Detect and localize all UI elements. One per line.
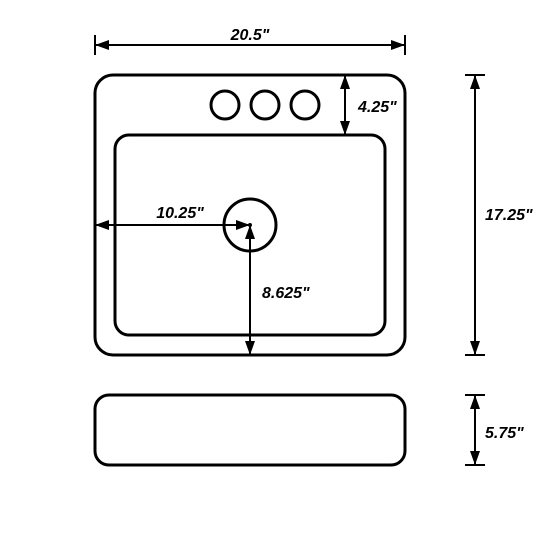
dim-drain-from-left: 10.25" [156,205,204,222]
faucet-hole [251,91,279,119]
dim-side-height: 5.75" [485,425,524,442]
dim-deck-depth: 4.25" [357,99,397,116]
sink-dimension-diagram: 20.5" 17.25" 5.75" 4.25" 10.25" 8.625" [0,0,550,550]
dim-width-overall: 20.5" [230,27,270,44]
faucet-hole [291,91,319,119]
dim-drain-from-bottom: 8.625" [262,285,310,302]
dim-height-overall: 17.25" [485,207,533,224]
faucet-hole [211,91,239,119]
